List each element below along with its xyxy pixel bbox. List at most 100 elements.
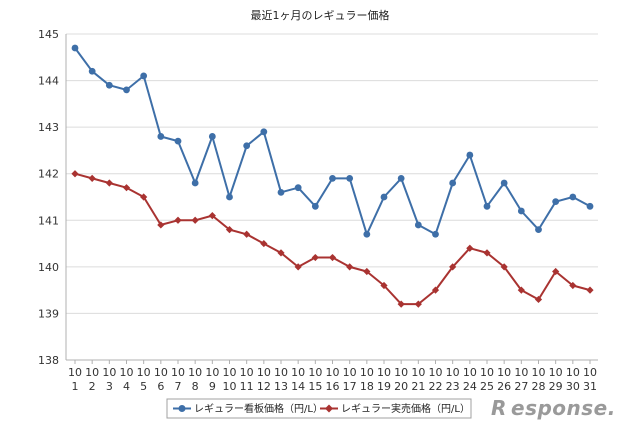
x-tick-label-month: 10: [514, 366, 528, 379]
data-point: [140, 193, 148, 201]
x-tick-label-day: 5: [140, 380, 147, 393]
x-tick-label-month: 10: [85, 366, 99, 379]
x-tick-label-day: 12: [257, 380, 271, 393]
data-point: [105, 179, 113, 187]
x-tick-label-month: 10: [171, 366, 185, 379]
x-tick-label-month: 10: [497, 366, 511, 379]
x-tick-label-day: 10: [223, 380, 237, 393]
data-point: [157, 221, 165, 229]
x-tick-label-day: 2: [89, 380, 96, 393]
data-point: [105, 81, 113, 89]
data-point: [397, 174, 405, 182]
x-tick-label-day: 24: [463, 380, 477, 393]
x-tick-label-month: 10: [583, 366, 597, 379]
data-point: [277, 249, 285, 257]
x-tick-label-day: 28: [532, 380, 546, 393]
x-tick-label-day: 30: [566, 380, 580, 393]
data-point: [586, 286, 594, 294]
data-point: [500, 179, 508, 187]
data-point: [414, 300, 422, 308]
data-point: [260, 128, 268, 136]
x-tick-label-day: 4: [123, 380, 130, 393]
x-tick-label-month: 10: [154, 366, 168, 379]
x-tick-label-day: 6: [157, 380, 164, 393]
data-point: [432, 230, 439, 238]
x-tick-label-month: 10: [102, 366, 116, 379]
data-point: [311, 253, 319, 262]
watermark-text: esponse.: [511, 396, 616, 420]
data-point: [380, 281, 388, 290]
y-tick-label: 144: [38, 75, 59, 88]
x-tick-label-month: 10: [446, 366, 460, 379]
series-1: [71, 170, 594, 308]
y-tick-label: 143: [38, 121, 59, 134]
x-tick-label-day: 15: [308, 380, 322, 393]
x-tick-label-day: 17: [343, 380, 357, 393]
x-tick-label-day: 7: [175, 380, 182, 393]
x-tick-label-month: 10: [188, 366, 202, 379]
series-line: [74, 172, 591, 306]
data-point: [311, 202, 319, 210]
series-line: [74, 47, 591, 236]
data-point: [157, 133, 165, 140]
y-tick-label: 142: [38, 168, 59, 181]
data-point: [517, 286, 525, 294]
x-tick-label-month: 10: [205, 366, 219, 379]
x-tick-label-month: 10: [257, 366, 271, 379]
legend-item-signboard-price[interactable]: レギュラー看板価格（円/L）: [173, 402, 323, 415]
data-point: [243, 230, 251, 238]
data-point: [174, 137, 182, 145]
response-r-logo-icon: R: [491, 396, 506, 420]
x-tick-label-day: 26: [497, 380, 511, 393]
x-tick-label-month: 10: [274, 366, 288, 379]
data-point: [449, 179, 457, 187]
x-tick-label-month: 10: [343, 366, 357, 379]
data-point: [226, 193, 233, 201]
watermark-logo: R esponse.: [491, 396, 616, 420]
x-tick-label-month: 10: [549, 366, 563, 379]
data-point: [329, 174, 336, 182]
x-axis: 1011021031041051061071081091010101110121…: [68, 360, 597, 393]
x-tick-label-day: 11: [240, 380, 254, 393]
data-point: [466, 151, 474, 159]
data-point: [140, 72, 148, 80]
data-point: [363, 230, 371, 238]
data-point: [569, 281, 577, 290]
x-tick-label-day: 23: [446, 380, 460, 393]
data-point: [483, 202, 491, 210]
x-tick-label-month: 10: [223, 366, 237, 379]
data-point: [534, 295, 543, 304]
legend: レギュラー看板価格（円/L） レギュラー実売価格（円/L）: [166, 398, 472, 419]
data-point: [552, 198, 560, 206]
x-tick-label-day: 9: [209, 380, 216, 393]
data-point: [328, 253, 337, 262]
x-tick-label-day: 16: [326, 380, 340, 393]
x-tick-label-day: 25: [480, 380, 494, 393]
x-tick-label-day: 14: [291, 380, 305, 393]
data-point: [122, 184, 131, 192]
data-point: [380, 193, 388, 201]
data-point: [483, 249, 491, 257]
series-0: [71, 44, 594, 238]
data-point: [191, 179, 199, 187]
data-point: [363, 267, 371, 276]
data-point: [552, 267, 560, 276]
x-tick-label-month: 10: [566, 366, 580, 379]
y-tick-label: 145: [38, 28, 59, 41]
data-point: [277, 188, 285, 196]
x-tick-label-day: 22: [429, 380, 443, 393]
x-tick-label-month: 10: [394, 366, 408, 379]
data-point: [414, 221, 422, 229]
x-tick-label-month: 10: [308, 366, 322, 379]
data-point: [500, 263, 508, 271]
legend-item-actual-price[interactable]: レギュラー実売価格（円/L）: [320, 402, 470, 415]
y-tick-label: 140: [38, 261, 59, 274]
x-tick-label-month: 10: [120, 366, 134, 379]
x-tick-label-day: 20: [394, 380, 408, 393]
chart-title: 最近1ヶ月のレギュラー価格: [251, 8, 390, 22]
x-tick-label-day: 8: [192, 380, 199, 393]
data-point: [535, 226, 542, 234]
x-tick-label-day: 3: [106, 380, 113, 393]
x-tick-label-month: 10: [377, 366, 391, 379]
